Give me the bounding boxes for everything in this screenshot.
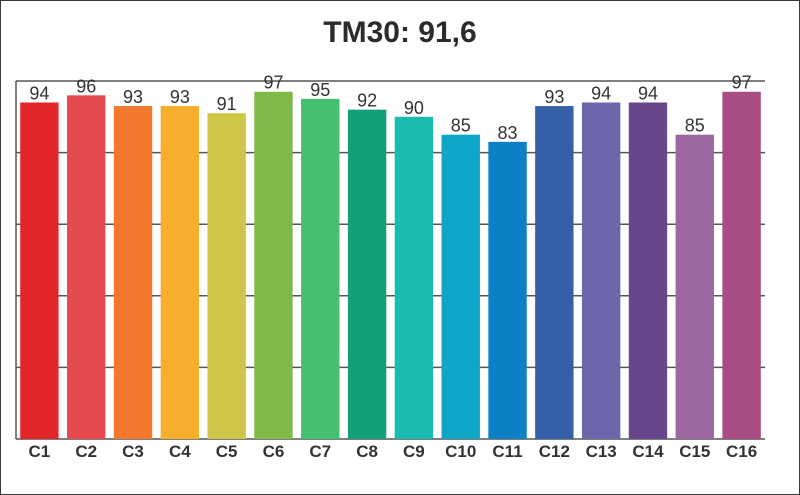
data-label-c4: 93 bbox=[170, 87, 190, 107]
x-tick-c7: C7 bbox=[309, 442, 331, 461]
bar-c7 bbox=[301, 98, 340, 440]
data-label-c11: 83 bbox=[498, 123, 518, 143]
data-label-c6: 97 bbox=[263, 73, 283, 93]
x-tick-labels: C1 C2 C3 C4 C5 C6 C7 C8 C9 C10 C11 C12 C13 C14 C15 C16 bbox=[29, 442, 758, 461]
bar-c12 bbox=[535, 106, 574, 439]
bar-c16 bbox=[722, 91, 761, 440]
chart-title: TM30: 91,6 bbox=[323, 16, 477, 49]
data-label-c13: 94 bbox=[591, 83, 611, 103]
bar-c1 bbox=[20, 102, 59, 439]
x-tick-c11: C11 bbox=[492, 442, 522, 461]
data-labels: 94 96 93 93 91 97 95 92 90 85 83 93 94 94 85 97 bbox=[29, 73, 751, 143]
bar-c2 bbox=[67, 95, 106, 439]
data-label-c15: 85 bbox=[685, 116, 705, 136]
x-tick-c10: C10 bbox=[445, 442, 476, 461]
data-label-c3: 93 bbox=[123, 87, 143, 107]
bar-c11 bbox=[488, 141, 527, 440]
data-label-c8: 92 bbox=[357, 91, 377, 111]
x-tick-c12: C12 bbox=[539, 442, 570, 461]
data-label-c1: 94 bbox=[29, 83, 49, 103]
bars bbox=[20, 91, 761, 440]
x-tick-c6: C6 bbox=[263, 442, 285, 461]
bar-c15 bbox=[675, 134, 714, 439]
x-tick-c1: C1 bbox=[29, 442, 51, 461]
bar-c8 bbox=[347, 109, 387, 439]
bar-c14 bbox=[628, 102, 668, 439]
x-tick-c3: C3 bbox=[122, 442, 144, 461]
x-tick-c16: C16 bbox=[726, 442, 757, 461]
x-tick-c13: C13 bbox=[586, 442, 617, 461]
bar-c6 bbox=[254, 91, 293, 440]
data-label-c14: 94 bbox=[638, 83, 658, 103]
bar-c9 bbox=[394, 116, 434, 440]
data-label-c10: 85 bbox=[451, 116, 471, 136]
x-tick-c9: C9 bbox=[403, 442, 425, 461]
data-label-c2: 96 bbox=[76, 76, 96, 96]
data-label-c16: 97 bbox=[732, 73, 752, 93]
x-tick-c8: C8 bbox=[356, 442, 378, 461]
bar-c13 bbox=[581, 102, 621, 439]
data-label-c12: 93 bbox=[544, 87, 564, 107]
x-tick-c4: C4 bbox=[169, 442, 191, 461]
data-label-c5: 91 bbox=[217, 94, 237, 114]
x-tick-c14: C14 bbox=[632, 442, 664, 461]
data-label-c7: 95 bbox=[310, 80, 330, 100]
bar-c5 bbox=[207, 113, 246, 439]
x-tick-c15: C15 bbox=[679, 442, 710, 461]
x-tick-c2: C2 bbox=[75, 442, 97, 461]
bar-c4 bbox=[160, 106, 200, 439]
x-tick-c5: C5 bbox=[216, 442, 238, 461]
bar-c3 bbox=[113, 106, 153, 439]
data-label-c9: 90 bbox=[404, 98, 424, 118]
bar-c10 bbox=[441, 134, 480, 439]
